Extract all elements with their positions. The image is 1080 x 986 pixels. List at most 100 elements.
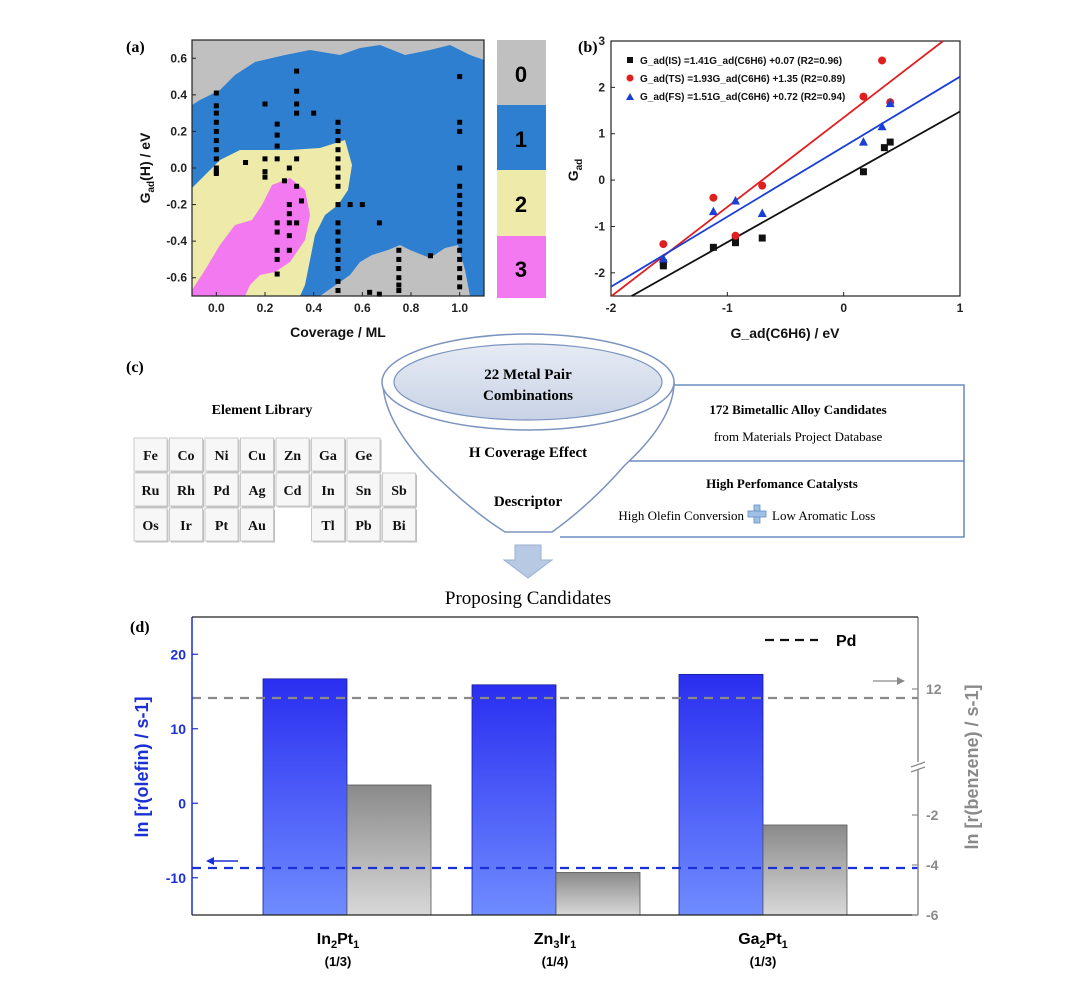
data-point: [294, 68, 300, 74]
data-point: [335, 220, 341, 226]
data-point: [457, 165, 463, 171]
box1-title: 172 Bimetallic Alloy Candidates: [709, 402, 886, 417]
legend-fs: G_ad(FS) =1.51G_ad(C6H6) +0.72 (R2=0.94): [640, 92, 845, 103]
category-ga2pt1: Ga2Pt1: [738, 931, 788, 951]
data-point: [757, 208, 767, 217]
svg-text:Pd: Pd: [213, 484, 230, 499]
data-point: [367, 289, 373, 295]
y-tick-label: -0.4: [166, 234, 187, 248]
element-cell-ge: Ge: [346, 437, 382, 473]
data-point: [335, 165, 341, 171]
panel-d-bars: [262, 673, 848, 916]
data-point: [311, 110, 317, 116]
data-point: [709, 243, 717, 251]
coverage-in2pt1: (1/3): [325, 954, 352, 969]
colorbar-label-2: 2: [515, 192, 527, 217]
data-point: [335, 247, 341, 253]
y-tick-label: -2: [594, 266, 605, 280]
element-cell-pb: Pb: [346, 507, 382, 543]
x-tick-label: 0: [840, 301, 847, 315]
bar-olefin: [471, 684, 557, 916]
data-point: [335, 278, 341, 284]
data-point: [457, 284, 463, 290]
colorbar-3: [497, 236, 546, 298]
element-library-title: Element Library: [212, 403, 313, 418]
data-point: [262, 169, 268, 175]
legend-marker-fs: [626, 93, 634, 100]
data-point: [396, 288, 402, 294]
data-point: [335, 128, 341, 134]
bar-olefin: [262, 678, 348, 916]
legend-marker-ts: [626, 74, 634, 82]
data-point: [335, 256, 341, 262]
funnel-top: [393, 343, 663, 421]
data-point: [213, 128, 219, 134]
x-tick-label: 0.2: [257, 301, 274, 315]
y-tick-label: 0.0: [170, 161, 187, 175]
colorbar-label-3: 3: [515, 257, 527, 282]
data-point: [274, 143, 280, 149]
y-tick-label-right: 12: [926, 681, 942, 697]
colorbar-0: [497, 40, 546, 105]
svg-text:In: In: [321, 484, 334, 499]
panel-a-label: (a): [126, 39, 145, 56]
data-point: [859, 92, 868, 101]
element-cell-sn: Sn: [346, 472, 382, 508]
data-point: [457, 192, 463, 198]
funnel-top-line2: Combinations: [483, 388, 573, 404]
panel-b-legend: G_ad(IS) =1.41G_ad(C6H6) +0.07 (R2=0.96)…: [626, 56, 845, 103]
element-cell-bi: Bi: [382, 507, 417, 543]
element-library: Fe Co Ni Cu Zn Ga Ge Ru Rh Pd Ag Cd In Sn Sb Os Ir Pt Au Tl…: [133, 437, 417, 543]
y-tick-label: 2: [598, 80, 605, 94]
category-in2pt1: In2Pt1: [317, 931, 359, 951]
data-point: [243, 160, 249, 166]
svg-text:Au: Au: [248, 519, 266, 534]
x-tick-label: 1.0: [451, 301, 468, 315]
element-cell-cd: Cd: [275, 472, 311, 508]
data-point: [731, 231, 740, 240]
data-point: [286, 220, 292, 226]
element-cell-in: In: [311, 472, 346, 508]
data-point: [730, 195, 740, 205]
y-tick-label: -1: [594, 219, 605, 233]
svg-text:Bi: Bi: [392, 519, 405, 534]
data-point: [335, 229, 341, 235]
y-tick-label-left: -10: [166, 870, 186, 886]
element-cell-co: Co: [169, 437, 204, 473]
y-tick-label-left: 10: [170, 721, 186, 737]
svg-text:Cd: Cd: [284, 484, 302, 499]
data-point: [335, 288, 341, 294]
data-point: [213, 156, 219, 162]
funnel: 22 Metal Pair Combinations H Coverage Ef…: [381, 333, 675, 609]
data-point: [213, 147, 219, 153]
data-point: [457, 247, 463, 253]
data-point: [859, 168, 867, 176]
svg-text:Ga: Ga: [319, 449, 337, 464]
panel-b-points: [658, 56, 895, 270]
bar-benzene: [762, 824, 848, 916]
data-point: [396, 282, 402, 288]
data-point: [457, 74, 463, 80]
region-3: [192, 178, 310, 296]
svg-text:Rh: Rh: [177, 484, 195, 499]
svg-text:Tl: Tl: [321, 519, 334, 534]
y-tick-label: 3: [598, 34, 605, 48]
colorbar-2: [497, 170, 546, 236]
panel-a-plot: 0.0 0.2 0.4 0.6 0.8 1.0 -0.6 -0.4 -0.2 0.0 0.2 0.4 0…: [137, 39, 485, 340]
element-cell-sb: Sb: [382, 472, 417, 508]
data-point: [294, 88, 300, 94]
axis-break-icon: [910, 761, 926, 773]
box2-right: Low Aromatic Loss: [772, 508, 875, 523]
y-tick-label: 0.2: [170, 124, 187, 138]
plus-icon: [747, 504, 767, 524]
proposing-candidates: Proposing Candidates: [445, 588, 611, 609]
data-point: [877, 121, 887, 131]
funnel-top-line1: 22 Metal Pair: [484, 367, 572, 383]
data-point: [396, 266, 402, 272]
panel-b-xlabel: G_ad(C6H6) / eV: [731, 325, 841, 341]
panel-d-plot: -10 0 10 20 -6 -4 -2 12 Pd ln [r(olefin) / s-1]…: [132, 616, 982, 969]
panel-b-ticks: -2 -1 0 1 -2 -1 0 1 2 3: [594, 34, 963, 315]
data-point: [427, 253, 433, 259]
data-point: [396, 256, 402, 262]
